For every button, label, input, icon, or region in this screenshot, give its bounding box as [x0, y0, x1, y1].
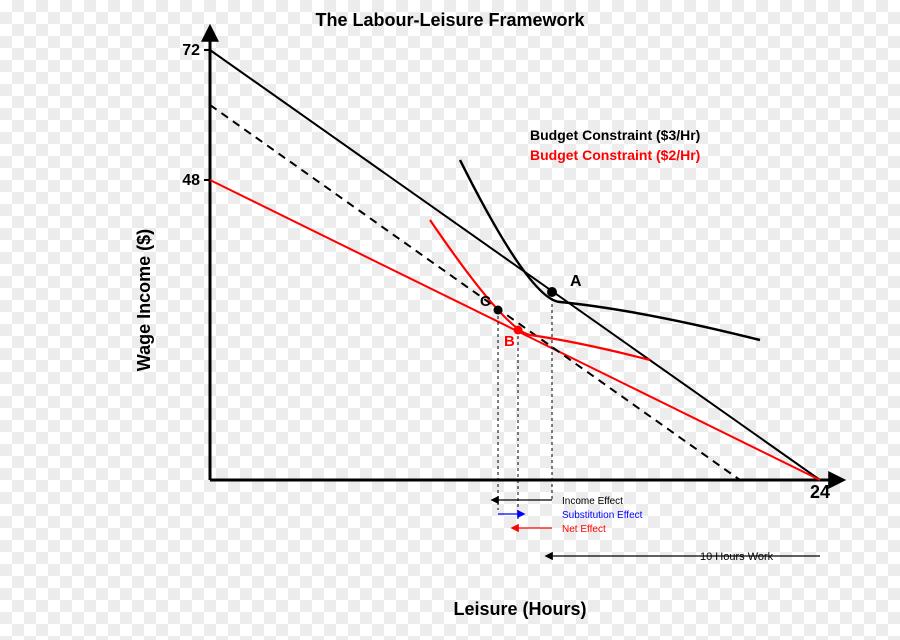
- y-tick-label: 48: [182, 172, 200, 189]
- point-A: [547, 287, 557, 297]
- substitution-effect-label: Substitution Effect: [562, 510, 643, 521]
- work-hours-label: 10 Hours Work: [700, 551, 774, 563]
- indifference-curve-high: [460, 160, 760, 340]
- net-effect-label: Net Effect: [562, 524, 606, 535]
- point-label-C: C: [480, 293, 491, 310]
- income-effect-label: Income Effect: [562, 496, 623, 507]
- x-tick-label: 24: [810, 482, 830, 502]
- point-C: [494, 306, 503, 315]
- chart-title: The Labour-Leisure Framework: [315, 10, 585, 30]
- legend-bc3: Budget Constraint ($3/Hr): [530, 127, 700, 143]
- diagram-svg: The Labour-Leisure Framework Leisure (Hou…: [0, 0, 900, 640]
- y-axis-label: Wage Income ($): [134, 229, 154, 371]
- point-label-B: B: [504, 333, 515, 350]
- point-label-A: A: [570, 273, 582, 290]
- y-tick-label: 72: [182, 42, 200, 59]
- x-axis-label: Leisure (Hours): [453, 599, 586, 619]
- point-B: [514, 326, 523, 335]
- legend-bc2: Budget Constraint ($2/Hr): [530, 147, 700, 163]
- budget-constraint-3: [210, 50, 820, 480]
